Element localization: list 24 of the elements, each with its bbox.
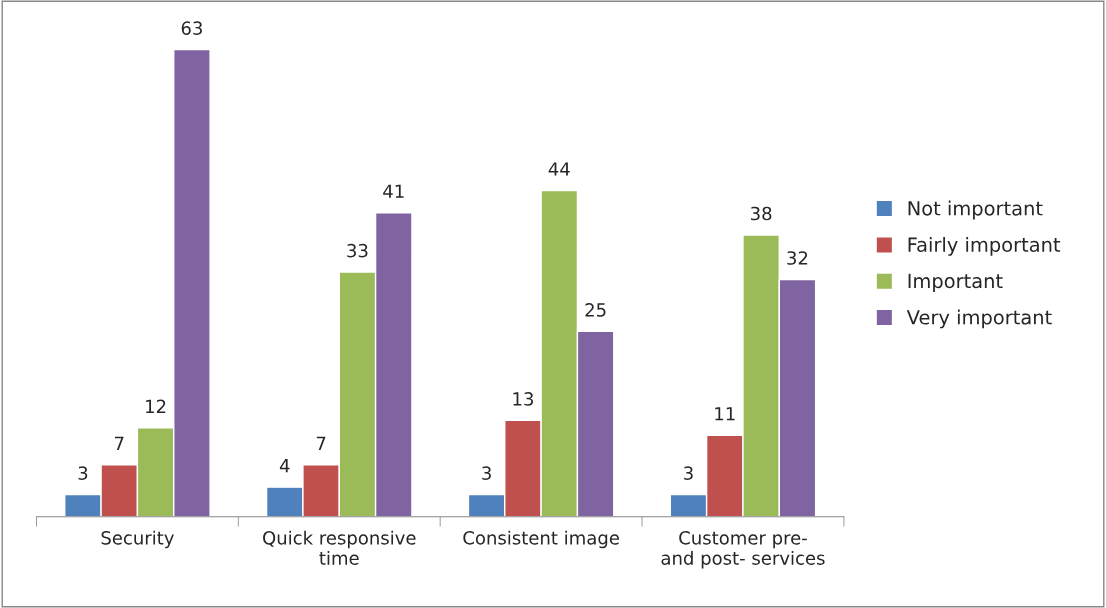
data-label: 33	[347, 243, 368, 258]
x-tick-label: Customer pre- and post- services	[661, 531, 825, 569]
data-label: 3	[78, 466, 88, 480]
data-label: 4	[279, 459, 290, 473]
data-label: 3	[684, 466, 693, 480]
legend-label: Very important	[906, 309, 1052, 329]
data-label: 63	[181, 21, 202, 35]
data-label: 12	[146, 399, 166, 413]
data-label: 7	[114, 436, 124, 451]
data-label: 44	[548, 162, 570, 176]
x-tick-label: Consistent image	[463, 530, 619, 549]
data-label: 3	[482, 466, 491, 480]
legend-label: Fairly important	[908, 236, 1061, 256]
data-label: 11	[715, 407, 735, 421]
legend-label: Not important	[908, 200, 1043, 220]
x-tick-label: Security	[101, 530, 174, 549]
data-label: 7	[316, 436, 326, 451]
data-label: 13	[513, 392, 533, 406]
data-label: 38	[751, 206, 772, 221]
data-label: 25	[585, 303, 606, 317]
x-tick-label: Quick responsive time	[263, 530, 416, 565]
data-label: 41	[383, 184, 404, 198]
legend-label: Important	[908, 273, 1003, 293]
data-label: 32	[787, 251, 808, 265]
